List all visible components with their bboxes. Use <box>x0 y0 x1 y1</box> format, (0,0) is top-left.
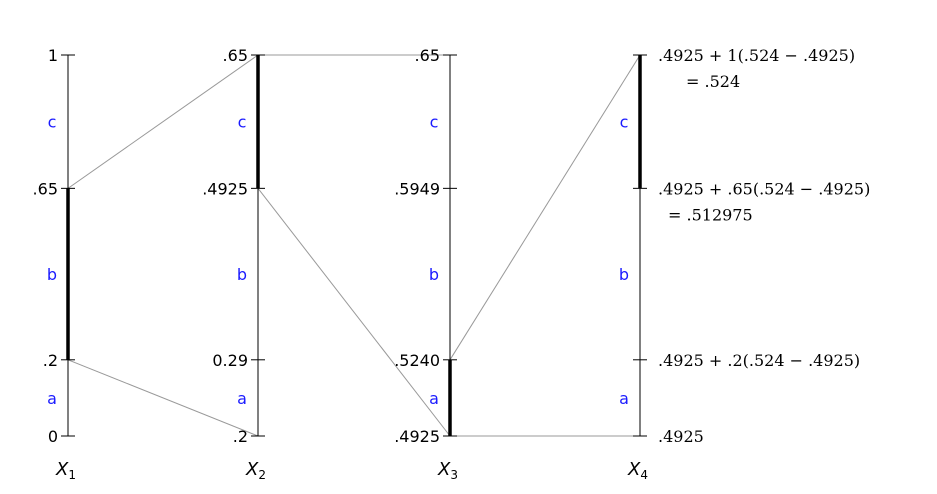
segment-label-a: a <box>237 389 247 408</box>
segment-label-b: b <box>619 265 629 284</box>
tick-formula-result: = .512975 <box>668 205 753 224</box>
segment-label-a: a <box>619 389 629 408</box>
axis-4: .4925 .4925 + .2(.524 − .4925) .4925 + .65… <box>619 46 870 482</box>
segment-label-a: a <box>429 389 439 408</box>
connector-lines <box>67 54 641 437</box>
connector-line <box>449 54 641 361</box>
axis-name-var: X <box>55 459 69 480</box>
axis-name-subscript: 2 <box>258 468 266 482</box>
axis-name-subscript: 1 <box>68 468 76 482</box>
tick-formula: .4925 + .65(.524 − .4925) <box>658 179 870 198</box>
axes-group: 0.2.651abcX1.20.29.4925.65abcX2.4925.524… <box>33 46 871 482</box>
tick-formula: .4925 + 1(.524 − .4925) <box>658 46 855 65</box>
axis-name-var: X <box>437 459 451 480</box>
tick-label: .5240 <box>394 351 440 370</box>
axis-name-subscript: 4 <box>640 468 648 482</box>
tick-formula: .4925 + .2(.524 − .4925) <box>658 351 860 370</box>
segment-label-c: c <box>238 113 247 132</box>
axis-name: X1 <box>55 459 76 482</box>
axis-2: .2 0.29 .4925 .65 a b c X2 <box>202 46 266 482</box>
segment-label-b: b <box>47 265 57 284</box>
axis-3: .4925 .5240 .5949 .65 a b c X3 <box>394 46 458 482</box>
tick-label: .4925 <box>394 427 440 446</box>
axis-name: X2 <box>245 459 266 482</box>
segment-label-c: c <box>48 113 57 132</box>
tick-formula: .4925 <box>658 427 704 446</box>
tick-label: .65 <box>33 179 58 198</box>
axis-name: X4 <box>627 459 648 482</box>
axis-name: X3 <box>437 459 458 482</box>
tick-label: .65 <box>223 46 248 65</box>
axis-name-var: X <box>245 459 259 480</box>
tick-formula-result: = .524 <box>686 72 740 91</box>
tick-label: 0 <box>48 427 58 446</box>
tick-label: 1 <box>48 46 58 65</box>
tick-label: 0.29 <box>212 351 248 370</box>
segment-label-a: a <box>47 389 57 408</box>
segment-label-c: c <box>620 113 629 132</box>
segment-label-b: b <box>429 265 439 284</box>
connector-line <box>67 54 259 189</box>
segment-label-c: c <box>430 113 439 132</box>
segment-label-b: b <box>237 265 247 284</box>
axis-name-subscript: 3 <box>450 468 458 482</box>
tick-label: .2 <box>233 427 248 446</box>
axis-name-var: X <box>627 459 641 480</box>
connector-line <box>257 188 451 437</box>
connector-line <box>67 359 259 437</box>
tick-label: .4925 <box>202 179 248 198</box>
tick-label: .65 <box>415 46 440 65</box>
tick-label: .2 <box>43 351 58 370</box>
tick-label: .5949 <box>394 179 440 198</box>
